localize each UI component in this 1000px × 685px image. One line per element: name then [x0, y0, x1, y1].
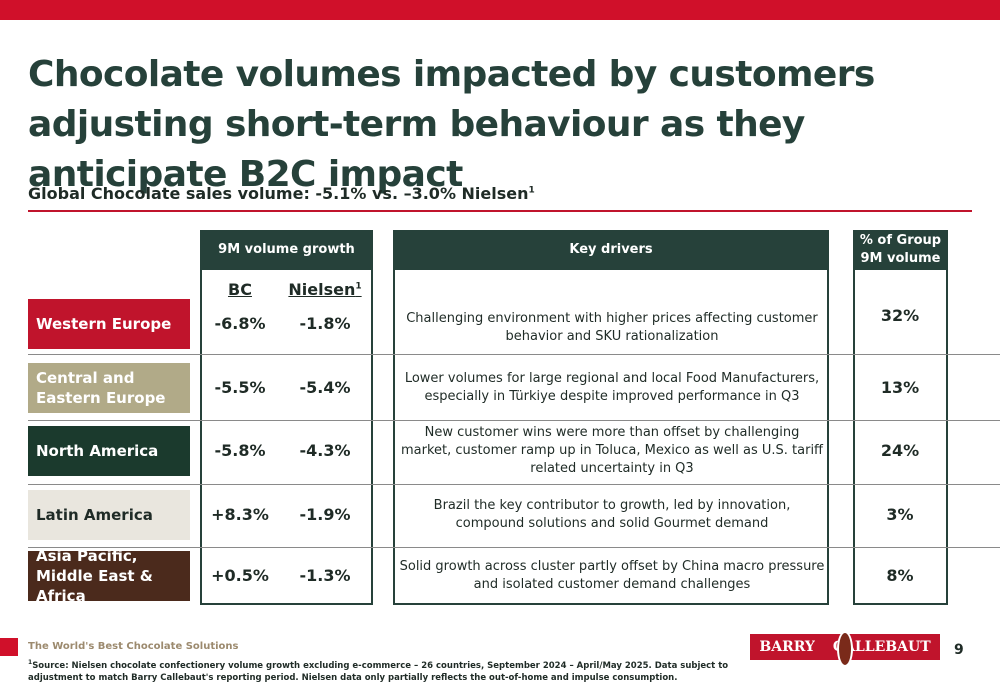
- nielsen-value: -1.8%: [299, 314, 351, 333]
- region-label: Western Europe: [28, 299, 190, 349]
- footnote: 1Source: Nielsen chocolate confectionery…: [28, 657, 738, 684]
- logo-text: BARRY: [759, 639, 815, 655]
- footnote-marker: 1: [28, 659, 33, 666]
- bc-header: BC: [228, 280, 252, 299]
- subtitle-text: Global Chocolate sales volume: -5.1% vs.…: [28, 184, 529, 203]
- footnote-marker: 1: [528, 185, 535, 196]
- key-driver: Lower volumes for large regional and loc…: [404, 371, 820, 404]
- title: Chocolate volumes impacted by customers …: [28, 54, 875, 195]
- rule: [28, 210, 972, 212]
- row-separator: [28, 354, 1000, 355]
- footnote-text: Source: Nielsen chocolate confectionery …: [28, 660, 729, 683]
- region-label: Asia Pacific, Middle East & Africa: [28, 547, 190, 605]
- share-column: [853, 270, 948, 605]
- nielsen-value: -4.3%: [299, 441, 351, 460]
- share-value: 13%: [880, 378, 920, 397]
- bc-value: -5.8%: [214, 441, 266, 460]
- logo-bean: [837, 631, 853, 667]
- share-value: 24%: [880, 441, 920, 460]
- share-value: 3%: [886, 505, 914, 524]
- bc-value: -6.8%: [214, 314, 266, 333]
- share-value: 8%: [886, 566, 914, 585]
- tagline: The World's Best Chocolate Solutions: [28, 641, 239, 652]
- subtitle: Global Chocolate sales volume: -5.1% vs.…: [28, 184, 535, 203]
- nielsen-header: Nielsen1: [285, 280, 365, 299]
- logo-text: CALLEBAUT: [832, 639, 931, 655]
- bc-value: -5.5%: [214, 378, 266, 397]
- key-driver: New customer wins were more than offset …: [400, 425, 824, 476]
- share-header: % of Group 9M volume: [853, 230, 948, 270]
- bc-value: +0.5%: [211, 566, 269, 585]
- drivers-column: [393, 270, 829, 605]
- region-label: Latin America: [28, 490, 190, 540]
- drivers-header: Key drivers: [393, 230, 829, 270]
- nielsen-value: -1.3%: [299, 566, 351, 585]
- row-separator: [28, 547, 1000, 548]
- bc-value: +8.3%: [211, 505, 269, 524]
- key-driver: Challenging environment with higher pric…: [406, 311, 818, 344]
- nielsen-value: -5.4%: [299, 378, 351, 397]
- growth-header: 9M volume growth: [200, 230, 373, 270]
- growth-column: [200, 270, 373, 605]
- page-number: 9: [954, 642, 964, 658]
- row-separator: [28, 420, 1000, 421]
- top-bar: [0, 0, 1000, 20]
- region-label: North America: [28, 426, 190, 476]
- region-label: Central and Eastern Europe: [28, 363, 190, 413]
- key-driver: Brazil the key contributor to growth, le…: [433, 498, 791, 531]
- key-driver: Solid growth across cluster partly offse…: [399, 559, 825, 592]
- row-separator: [28, 484, 1000, 485]
- nielsen-text: Nielsen: [288, 280, 356, 299]
- share-value: 32%: [880, 306, 920, 325]
- footnote-marker: 1: [355, 281, 362, 292]
- nielsen-value: -1.9%: [299, 505, 351, 524]
- footer-square: [0, 638, 18, 656]
